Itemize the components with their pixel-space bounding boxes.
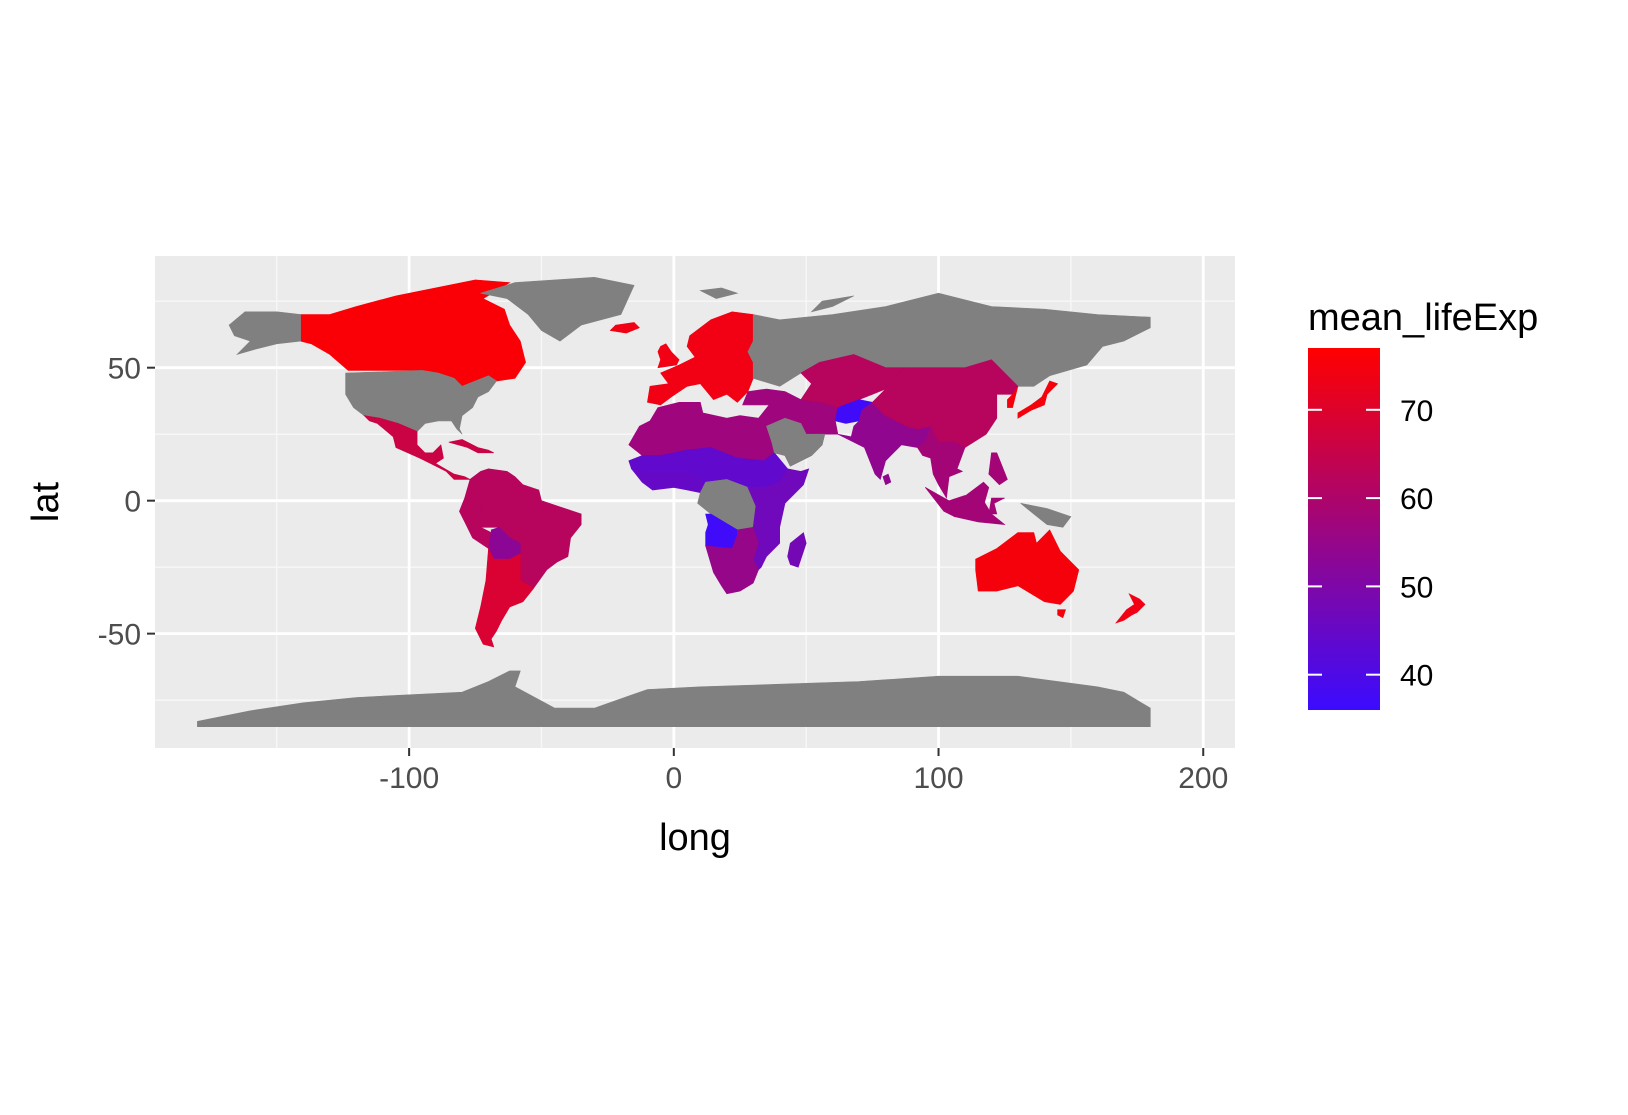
- x-tick-label: 200: [1178, 762, 1228, 795]
- region-sumatra: [925, 487, 956, 518]
- region-tasmania: [1057, 609, 1067, 619]
- x-axis-title: long: [659, 817, 731, 859]
- region-korea-japan: [1007, 386, 1019, 408]
- legend-tick-label: 70: [1400, 395, 1433, 428]
- region-southeast-asia: [916, 425, 966, 499]
- region-new-zealand: [1115, 593, 1146, 624]
- legend-colorbar: [1308, 348, 1380, 710]
- region-canada: [300, 279, 526, 387]
- region-argentina: [474, 547, 534, 648]
- region-peru-ecuador: [459, 497, 492, 550]
- region-madagascar: [787, 532, 807, 568]
- legend-ticks: 40 50 60 70: [1308, 395, 1433, 693]
- region-borneo: [962, 481, 990, 512]
- region-central-asia: [800, 354, 905, 408]
- x-tick-label: -100: [379, 762, 439, 795]
- region-philippines: [988, 452, 1008, 486]
- region-british-isles: [657, 343, 680, 369]
- region-iceland: [609, 322, 640, 334]
- region-new-guinea: [1020, 503, 1072, 528]
- legend: mean_lifeExp 40 50 60 70: [1308, 297, 1538, 710]
- x-tick-label: 0: [665, 762, 682, 795]
- region-australia: [975, 529, 1080, 605]
- region-novaya-zemlya: [810, 295, 854, 313]
- region-mexico: [363, 415, 471, 480]
- region-sulawesi: [988, 497, 1005, 515]
- legend-tick-label: 40: [1400, 660, 1433, 693]
- legend-title: mean_lifeExp: [1308, 297, 1538, 339]
- region-svalbard: [699, 287, 739, 299]
- region-cuba-caribbean: [448, 439, 494, 454]
- region-arabia: [766, 417, 826, 467]
- region-southern-africa: [705, 526, 759, 595]
- y-tick-label: 0: [124, 486, 141, 519]
- x-tick-label: 100: [913, 762, 963, 795]
- region-japan: [1017, 380, 1059, 419]
- region-china: [871, 359, 1019, 448]
- x-axis: -100 0 100 200: [379, 748, 1228, 795]
- legend-tick-label: 50: [1400, 571, 1433, 604]
- y-tick-label: 50: [108, 353, 141, 386]
- region-sri-lanka: [882, 473, 892, 486]
- region-antarctica: [197, 670, 1151, 728]
- region-alaska: [228, 311, 301, 356]
- region-russia: [747, 292, 1151, 387]
- y-tick-label: -50: [98, 619, 141, 652]
- y-axis: -50 0 50: [98, 353, 155, 652]
- legend-tick-label: 60: [1400, 483, 1433, 516]
- y-axis-title: lat: [25, 481, 67, 522]
- region-greenland: [480, 276, 635, 342]
- region-east-africa: [747, 468, 810, 531]
- land-layer: [197, 276, 1151, 728]
